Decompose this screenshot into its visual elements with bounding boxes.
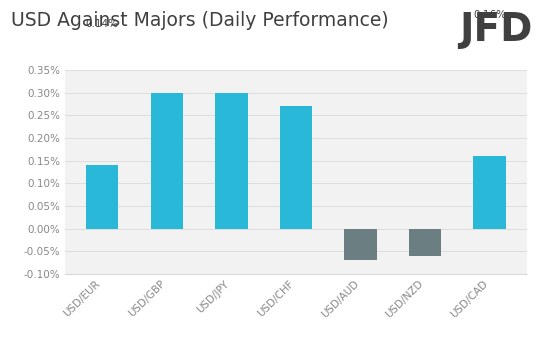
Bar — [215, 93, 248, 229]
Bar — [344, 229, 377, 260]
Bar — [151, 93, 183, 229]
Text: USD Against Majors (Daily Performance): USD Against Majors (Daily Performance) — [11, 11, 388, 29]
Text: JFD: JFD — [459, 11, 532, 48]
Text: 0.16%: 0.16% — [473, 11, 506, 20]
Bar — [473, 156, 506, 229]
Bar — [86, 165, 118, 229]
Bar — [409, 229, 441, 256]
Bar — [280, 106, 312, 229]
Text: 0.14%: 0.14% — [86, 20, 119, 29]
